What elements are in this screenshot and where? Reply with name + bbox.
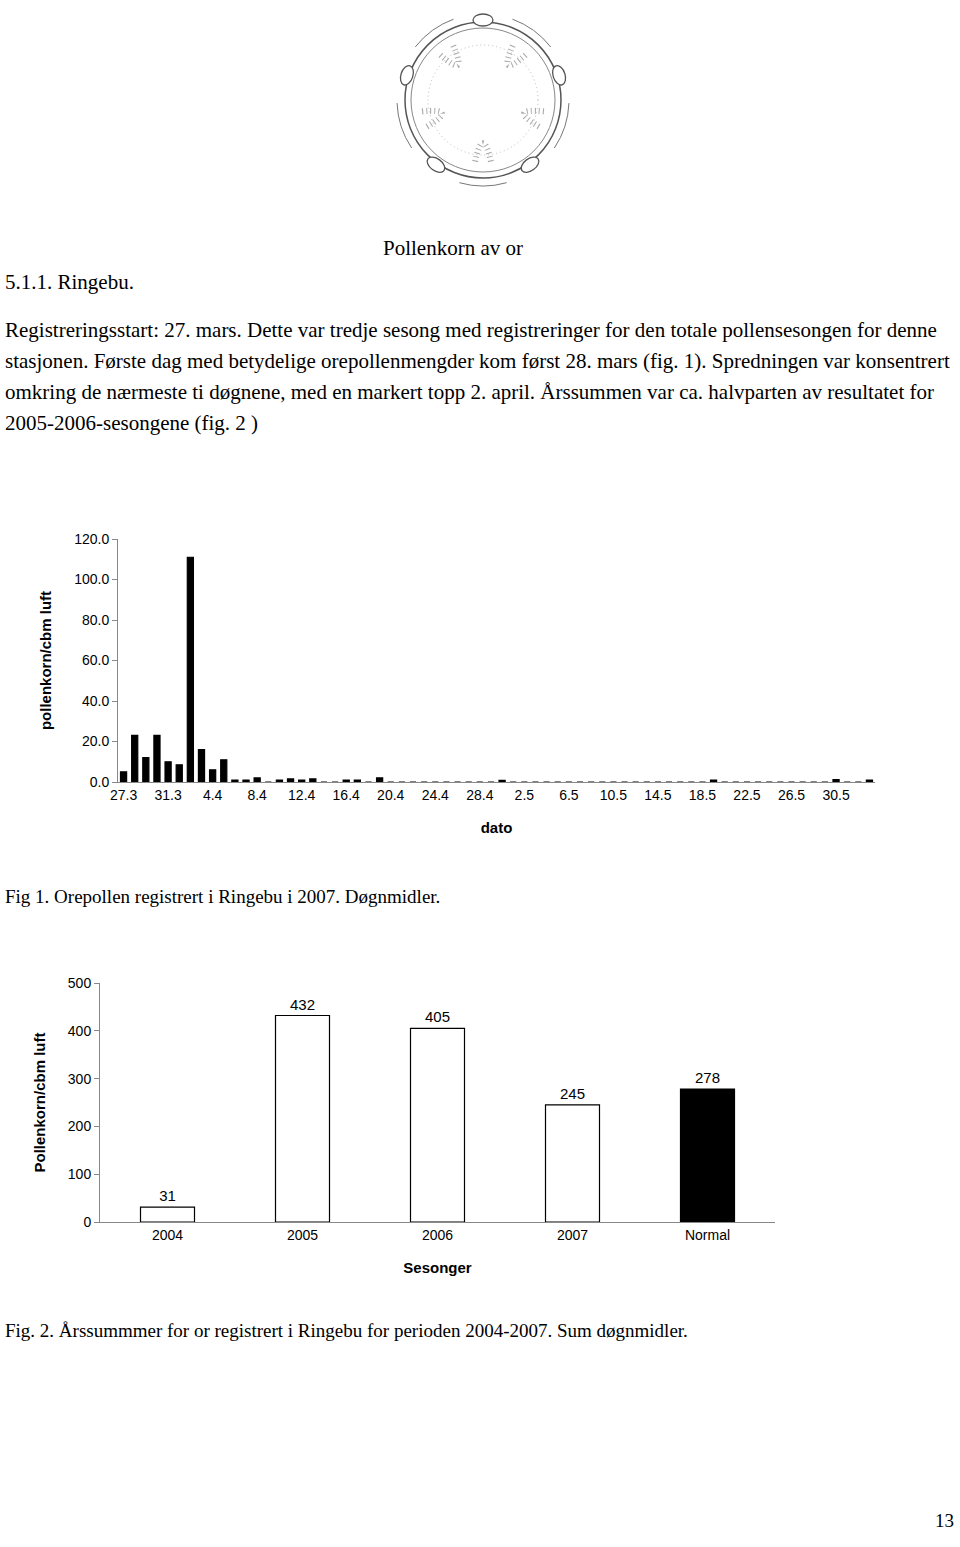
svg-text:14.5: 14.5 [644, 787, 671, 803]
html-text:Fig 1. Orepollen registrert i: Fig 1. Orepollen registrert i Ringebu i … [5, 886, 441, 907]
svg-text:10.5: 10.5 [600, 787, 627, 803]
svg-text:100.0: 100.0 [74, 571, 109, 587]
svg-text:Sesonger: Sesonger [403, 1259, 472, 1276]
html-text:Pollenkorn av or: Pollenkorn av or [383, 236, 523, 260]
svg-text:24.4: 24.4 [422, 787, 449, 803]
svg-text:26.5: 26.5 [778, 787, 805, 803]
svg-text:432: 432 [290, 996, 315, 1013]
svg-text:20.4: 20.4 [377, 787, 404, 803]
svg-text:400: 400 [68, 1023, 92, 1039]
svg-text:2005: 2005 [287, 1227, 318, 1243]
svg-text:Normal: Normal [685, 1227, 730, 1243]
html-text:Registreringsstart: 27. mars.: Registreringsstart: 27. mars. Dette var … [5, 318, 950, 435]
html-text:5.1.1. Ringebu.: 5.1.1. Ringebu. [5, 270, 134, 294]
html-text:Fig. 2. Årssummmer for or regi: Fig. 2. Årssummmer for or registrert i R… [5, 1320, 688, 1341]
svg-text:0.0: 0.0 [90, 774, 110, 790]
svg-text:4.4: 4.4 [203, 787, 223, 803]
svg-text:28.4: 28.4 [466, 787, 493, 803]
html-text:13: 13 [935, 1510, 954, 1531]
svg-text:80.0: 80.0 [82, 612, 109, 628]
svg-text:278: 278 [695, 1069, 720, 1086]
svg-text:Pollenkorn/cbm luft: Pollenkorn/cbm luft [31, 1032, 48, 1172]
svg-text:120.0: 120.0 [74, 531, 109, 547]
svg-text:2004: 2004 [152, 1227, 183, 1243]
svg-text:6.5: 6.5 [559, 787, 579, 803]
svg-text:31.3: 31.3 [154, 787, 181, 803]
svg-text:22.5: 22.5 [733, 787, 760, 803]
svg-text:8.4: 8.4 [247, 787, 267, 803]
svg-text:60.0: 60.0 [82, 652, 109, 668]
svg-text:245: 245 [560, 1085, 585, 1102]
svg-text:18.5: 18.5 [689, 787, 716, 803]
svg-text:30.5: 30.5 [822, 787, 849, 803]
svg-text:2007: 2007 [557, 1227, 588, 1243]
svg-text:100: 100 [68, 1166, 92, 1182]
svg-text:16.4: 16.4 [333, 787, 360, 803]
svg-text:31: 31 [159, 1187, 176, 1204]
svg-text:27.3: 27.3 [110, 787, 137, 803]
svg-text:200: 200 [68, 1118, 92, 1134]
svg-text:12.4: 12.4 [288, 787, 315, 803]
svg-text:500: 500 [68, 975, 92, 991]
svg-text:pollenkorn/cbm luft: pollenkorn/cbm luft [37, 591, 54, 730]
svg-text:2006: 2006 [422, 1227, 453, 1243]
svg-text:0: 0 [83, 1214, 91, 1230]
svg-text:20.0: 20.0 [82, 733, 109, 749]
svg-text:2.5: 2.5 [515, 787, 535, 803]
svg-text:40.0: 40.0 [82, 693, 109, 709]
svg-text:dato: dato [481, 819, 513, 836]
svg-text:405: 405 [425, 1008, 450, 1025]
svg-text:300: 300 [68, 1071, 92, 1087]
